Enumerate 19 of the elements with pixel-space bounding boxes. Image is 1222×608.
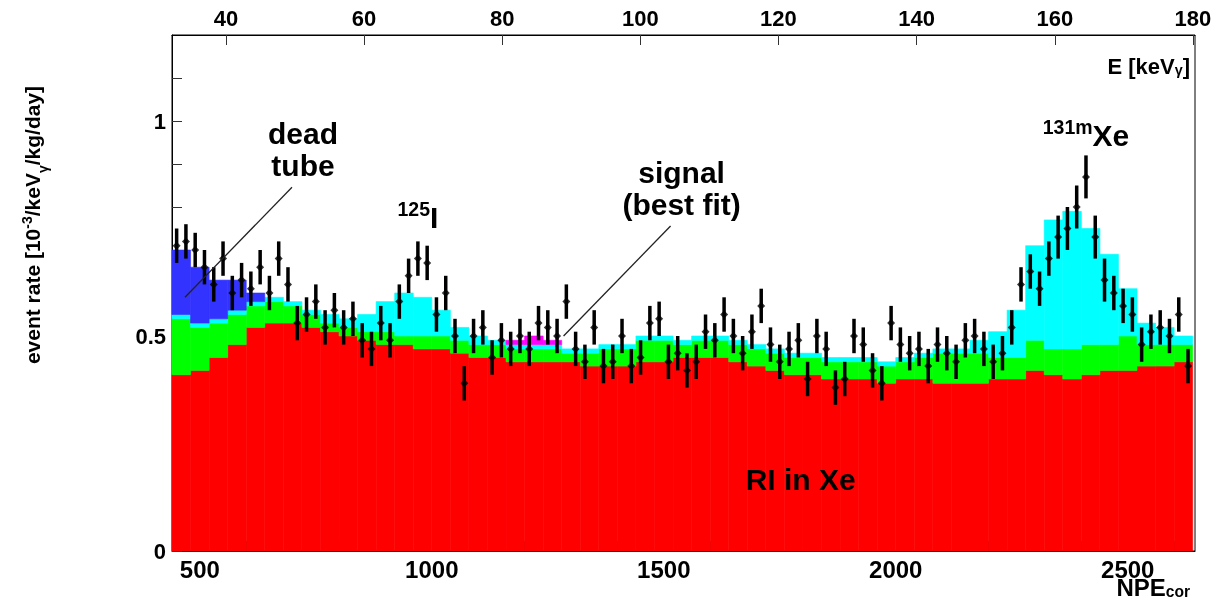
y-tick-label: 1 bbox=[153, 108, 166, 134]
x2-tick-label: 120 bbox=[760, 5, 797, 31]
x2-tick-label: 80 bbox=[489, 5, 515, 31]
x2-tick-label: 100 bbox=[621, 5, 659, 31]
y-tick-label: 0.5 bbox=[135, 323, 166, 349]
x2-axis-title: E [keVγ] bbox=[1107, 53, 1190, 79]
x-tick-label: 500 bbox=[179, 555, 220, 583]
x2-tick-label: 60 bbox=[351, 5, 377, 31]
annotation: RI in Xe bbox=[745, 463, 856, 497]
x-tick-label: 2000 bbox=[869, 555, 923, 583]
x-tick-label: 1000 bbox=[405, 555, 459, 583]
annotation: signal (best fit) bbox=[622, 155, 741, 221]
x-tick-label: 1500 bbox=[637, 555, 691, 583]
x2-tick-label: 160 bbox=[1036, 5, 1074, 31]
x2-tick-label: 180 bbox=[1174, 5, 1212, 31]
annotation: dead tube bbox=[267, 116, 339, 182]
x2-tick-label: 140 bbox=[898, 5, 935, 31]
x2-tick-label: 40 bbox=[213, 5, 239, 31]
y-tick-label: 0 bbox=[153, 538, 166, 564]
